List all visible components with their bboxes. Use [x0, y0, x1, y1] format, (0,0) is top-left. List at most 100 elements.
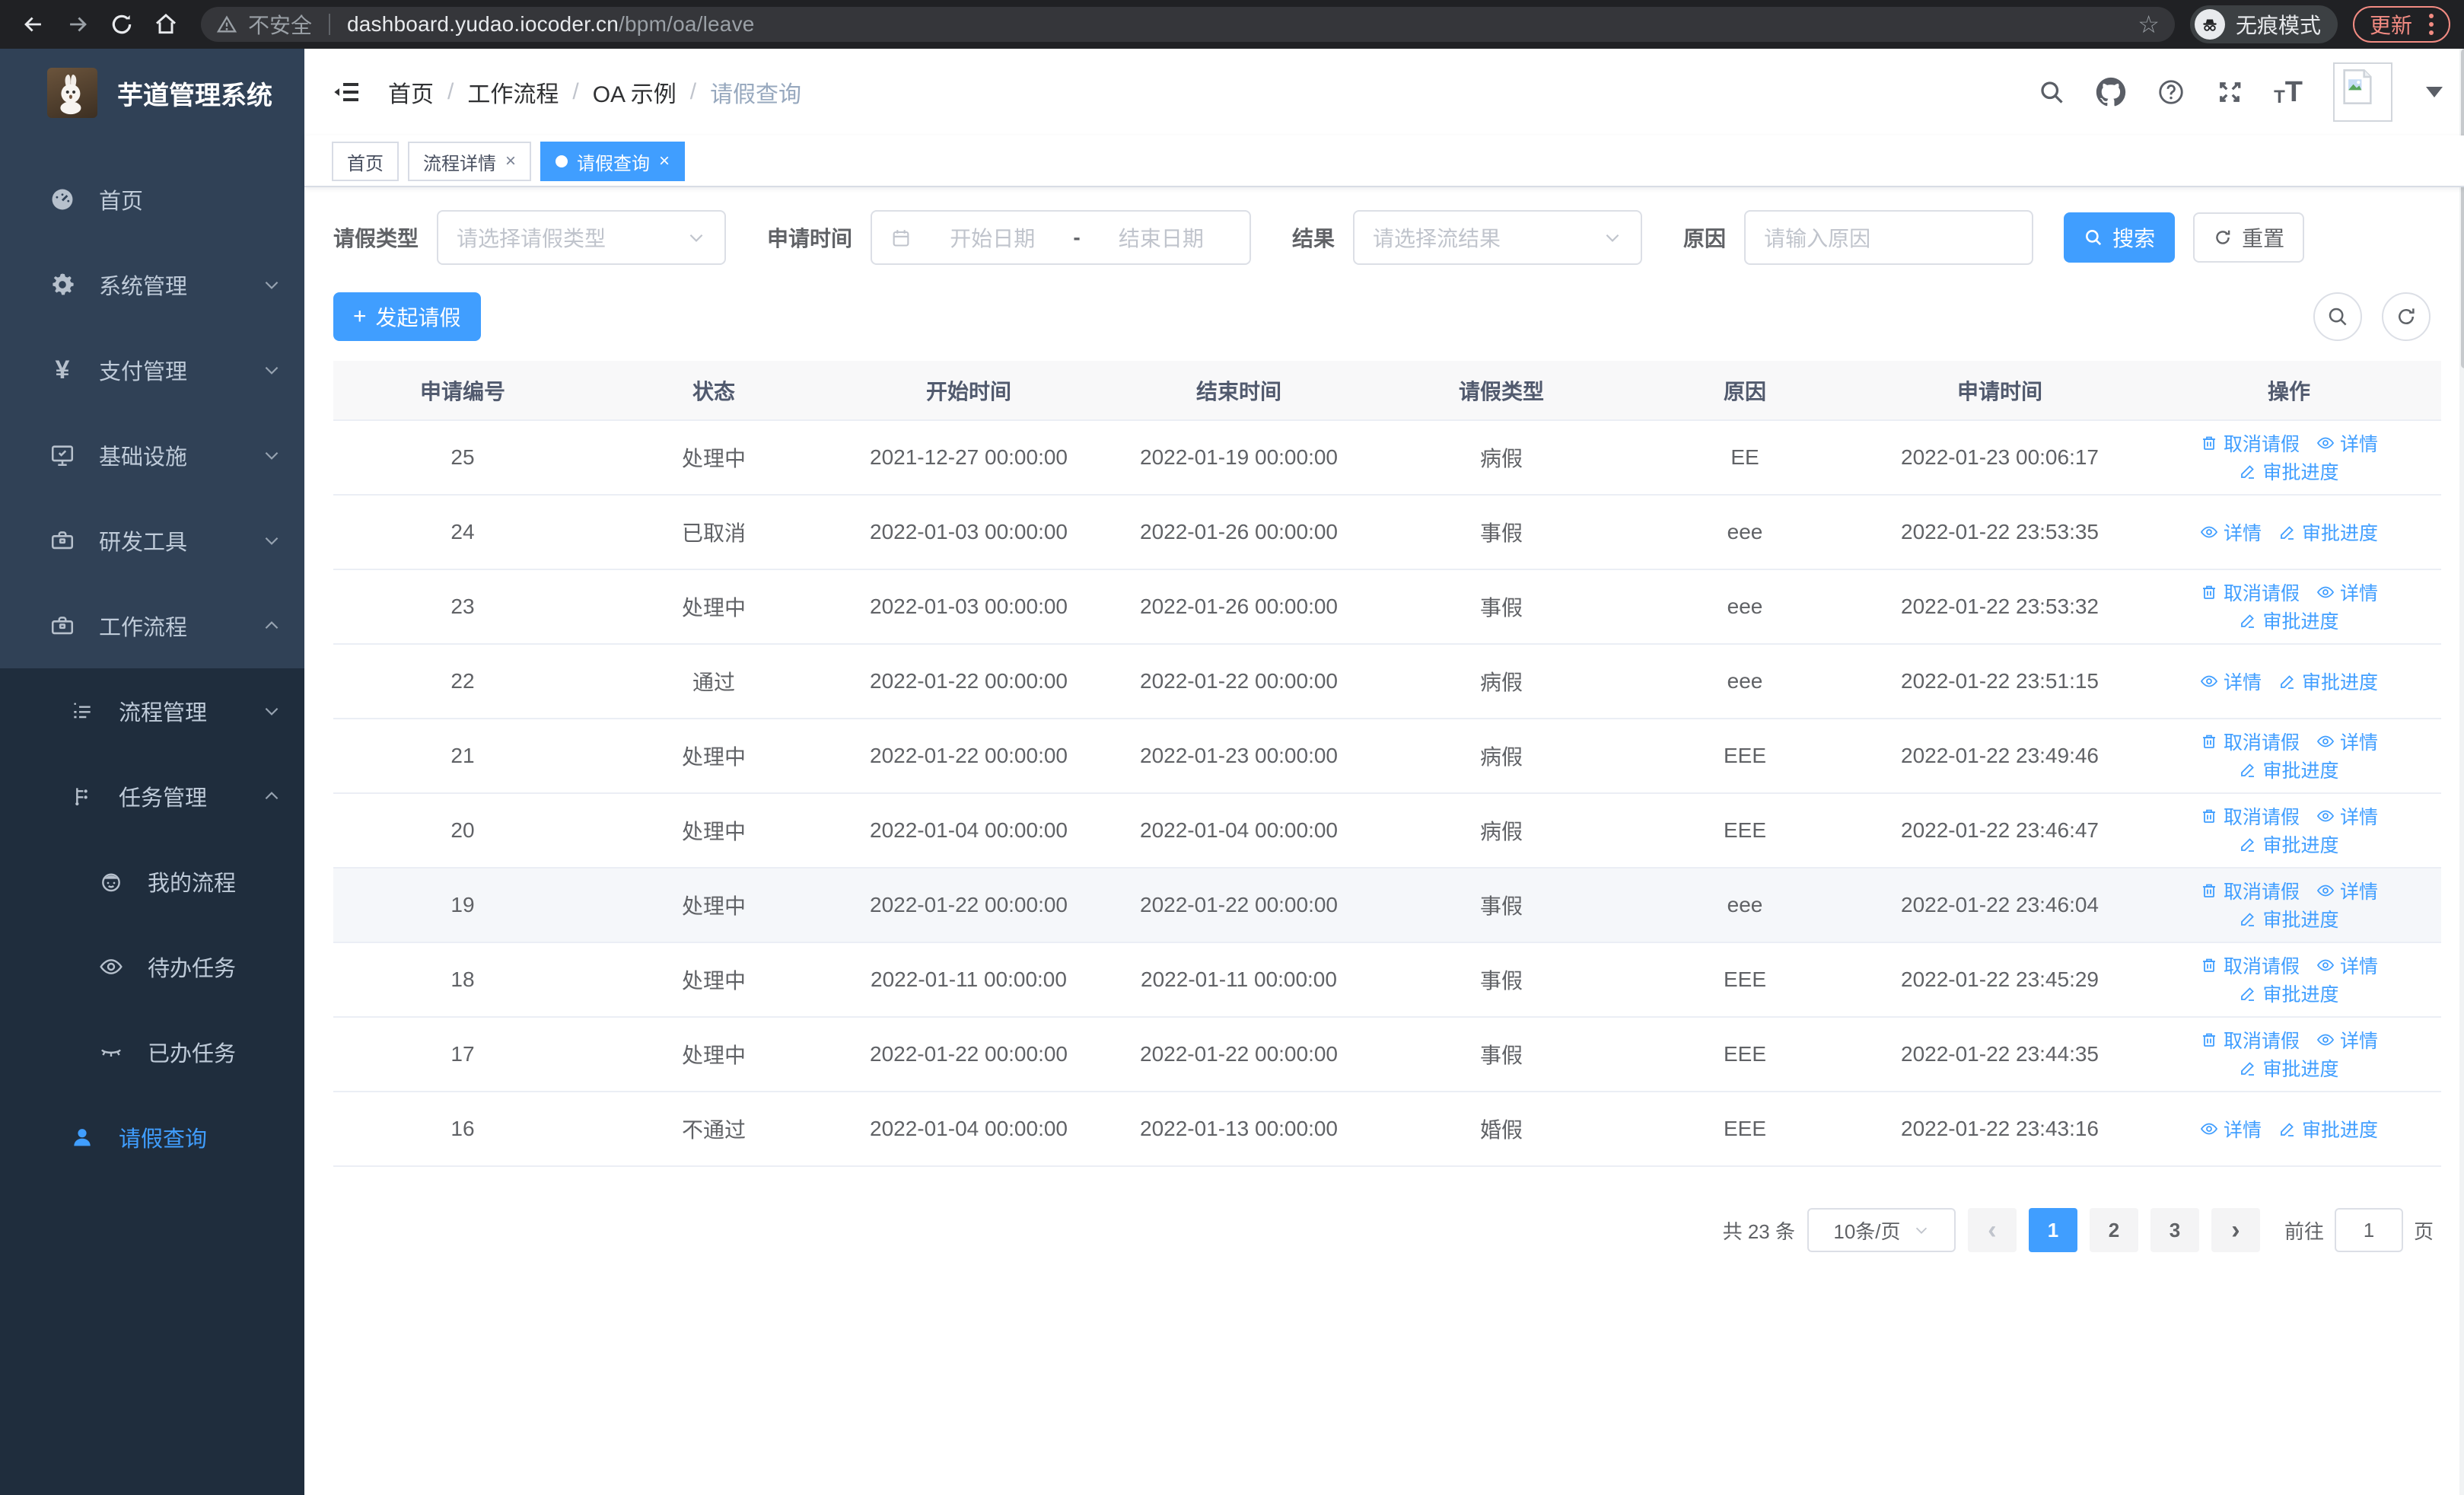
breadcrumb-home[interactable]: 首页: [388, 82, 434, 107]
url-divider: [329, 14, 331, 35]
cancel-action-link[interactable]: 取消请假: [2200, 877, 2300, 904]
sidebar-item-process-mgmt[interactable]: 流程管理: [0, 668, 304, 754]
sidebar-item-devtools[interactable]: 研发工具: [0, 498, 304, 583]
cancel-action-link[interactable]: 取消请假: [2200, 579, 2300, 606]
detail-action-link[interactable]: 详情: [2200, 518, 2262, 546]
action-label: 取消请假: [2223, 881, 2300, 903]
cancel-action-link[interactable]: 取消请假: [2200, 802, 2300, 830]
leave-type-select[interactable]: 请选择请假类型: [437, 210, 727, 265]
breadcrumb-workflow[interactable]: 工作流程: [467, 82, 559, 107]
chevron-down-icon: [262, 360, 282, 380]
cell-id: 24: [333, 495, 592, 570]
progress-action-link[interactable]: 审批进度: [2239, 457, 2339, 485]
page-scrollbar[interactable]: [2459, 49, 2464, 1495]
avatar[interactable]: [2333, 62, 2392, 122]
browser-back-icon[interactable]: [14, 5, 53, 44]
cell-end-time: 2022-01-22 00:00:00: [1102, 644, 1376, 719]
progress-action-link[interactable]: 审批进度: [2239, 1054, 2339, 1082]
cell-status: 处理中: [592, 942, 836, 1018]
prev-page-button[interactable]: ‹: [1967, 1208, 2017, 1252]
progress-action-link[interactable]: 审批进度: [2239, 830, 2339, 858]
show-search-button[interactable]: [2313, 292, 2362, 341]
detail-action-link[interactable]: 详情: [2200, 668, 2262, 695]
cancel-action-link[interactable]: 取消请假: [2200, 1026, 2300, 1054]
action-label: 详情: [2223, 1119, 2262, 1141]
help-icon[interactable]: [2157, 78, 2185, 107]
sidebar-item-todo-tasks[interactable]: 待办任务: [0, 924, 304, 1009]
github-icon[interactable]: [2096, 77, 2126, 107]
cell-apply-time: 2022-01-22 23:44:35: [1863, 1017, 2137, 1092]
cancel-action-link[interactable]: 取消请假: [2200, 728, 2300, 755]
tab-leave-query[interactable]: 请假查询 ×: [540, 142, 686, 181]
detail-action-link[interactable]: 详情: [2316, 877, 2378, 904]
progress-action-link[interactable]: 审批进度: [2278, 1115, 2378, 1143]
fullscreen-icon[interactable]: [2216, 78, 2243, 106]
action-label: 审批进度: [2262, 835, 2339, 856]
cancel-action-link[interactable]: 取消请假: [2200, 952, 2300, 979]
detail-action-link[interactable]: 详情: [2316, 1026, 2378, 1054]
robot-icon: [94, 869, 128, 894]
page-button-2[interactable]: 2: [2089, 1208, 2138, 1252]
tab-home[interactable]: 首页: [332, 142, 399, 181]
breadcrumb-oa-example[interactable]: OA 示例: [592, 82, 676, 107]
sidebar-item-done-tasks[interactable]: 已办任务: [0, 1009, 304, 1095]
reset-button[interactable]: 重置: [2193, 212, 2305, 263]
cell-id: 22: [333, 644, 592, 719]
search-icon[interactable]: [2038, 78, 2065, 106]
search-button[interactable]: 搜索: [2064, 212, 2176, 263]
sidebar-fold-icon[interactable]: [332, 77, 362, 107]
scrollbar-thumb[interactable]: [2461, 49, 2464, 368]
refresh-table-button[interactable]: [2382, 292, 2431, 341]
next-page-button[interactable]: ›: [2211, 1208, 2260, 1252]
action-label: 审批进度: [2262, 611, 2339, 633]
page-button-3[interactable]: 3: [2150, 1208, 2199, 1252]
chevron-down-icon: [1915, 1227, 1927, 1234]
detail-action-link[interactable]: 详情: [2316, 802, 2378, 830]
page-button-1[interactable]: 1: [2028, 1208, 2077, 1252]
browser-update-button[interactable]: 更新: [2352, 6, 2450, 43]
cancel-action-link[interactable]: 取消请假: [2200, 429, 2300, 457]
detail-action-link[interactable]: 详情: [2316, 579, 2378, 606]
progress-action-link[interactable]: 审批进度: [2239, 905, 2339, 932]
detail-action-link[interactable]: 详情: [2316, 728, 2378, 755]
sidebar-item-infra[interactable]: 基础设施: [0, 413, 304, 498]
detail-action-link[interactable]: 详情: [2316, 952, 2378, 979]
progress-action-link[interactable]: 审批进度: [2239, 980, 2339, 1007]
sidebar-item-task-mgmt[interactable]: 任务管理: [0, 754, 304, 839]
browser-reload-icon[interactable]: [102, 5, 142, 44]
end-date-placeholder[interactable]: 结束日期: [1118, 227, 1204, 250]
progress-action-link[interactable]: 审批进度: [2239, 756, 2339, 783]
close-icon[interactable]: ×: [659, 151, 670, 171]
apply-time-range-picker[interactable]: 开始日期 - 结束日期: [871, 210, 1252, 265]
progress-action-link[interactable]: 审批进度: [2278, 518, 2378, 546]
browser-home-icon[interactable]: [146, 5, 186, 44]
result-select[interactable]: 请选择流结果: [1353, 210, 1643, 265]
detail-action-link[interactable]: 详情: [2316, 429, 2378, 457]
tab-process-detail[interactable]: 流程详情 ×: [408, 142, 532, 181]
create-leave-button[interactable]: + 发起请假: [333, 292, 481, 341]
sidebar-item-workflow[interactable]: 工作流程: [0, 583, 304, 668]
detail-action-link[interactable]: 详情: [2200, 1115, 2262, 1143]
url-bar[interactable]: 不安全 dashboard.yudao.iocoder.cn/bpm/oa/le…: [201, 7, 2175, 42]
sidebar-item-my-process[interactable]: 我的流程: [0, 839, 304, 924]
chevron-down-icon[interactable]: [2426, 87, 2443, 97]
browser-forward-icon[interactable]: [58, 5, 97, 44]
sidebar-item-home[interactable]: 首页: [0, 157, 304, 242]
browser-menu-icon[interactable]: [2421, 14, 2441, 35]
goto-page-input[interactable]: 1: [2334, 1208, 2403, 1252]
sidebar-item-payment[interactable]: ¥ 支付管理: [0, 327, 304, 413]
tab-label: 首页: [347, 153, 384, 174]
bookmark-star-icon[interactable]: ☆: [2138, 11, 2160, 38]
not-secure-label[interactable]: 不安全: [248, 14, 313, 37]
start-date-placeholder[interactable]: 开始日期: [950, 227, 1036, 250]
progress-action-link[interactable]: 审批进度: [2239, 607, 2339, 634]
url-text[interactable]: dashboard.yudao.iocoder.cn/bpm/oa/leave: [347, 12, 755, 37]
reason-input[interactable]: 请输入原因: [1744, 210, 2034, 265]
sidebar-item-system[interactable]: 系统管理: [0, 242, 304, 327]
page-size-select[interactable]: 10条/页: [1807, 1208, 1956, 1252]
sidebar-item-leave-query[interactable]: 请假查询: [0, 1095, 304, 1180]
close-icon[interactable]: ×: [505, 151, 517, 171]
progress-action-link[interactable]: 审批进度: [2278, 668, 2378, 695]
